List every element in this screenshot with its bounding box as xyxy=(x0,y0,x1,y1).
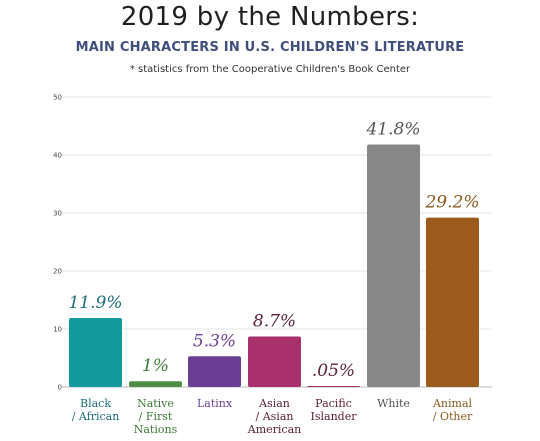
source-note: * statistics from the Cooperative Childr… xyxy=(129,64,411,75)
y-tick-label: 40 xyxy=(53,152,62,160)
bar xyxy=(248,336,301,387)
category-label: / First xyxy=(139,410,173,423)
category-label: Latinx xyxy=(197,397,233,410)
data-label: 41.8% xyxy=(365,120,420,140)
bar xyxy=(307,386,360,387)
category-label: Native xyxy=(137,397,174,410)
category-label: / African xyxy=(72,410,120,423)
category-label: Asian xyxy=(258,397,290,410)
category-label: Black xyxy=(80,397,111,410)
data-label: 1% xyxy=(142,356,169,376)
bar xyxy=(426,217,479,387)
category-label: Nations xyxy=(134,423,178,436)
y-tick-label: 0 xyxy=(58,384,62,392)
y-tick-label: 50 xyxy=(53,94,62,102)
chart-title: 2019 by the Numbers: xyxy=(120,2,420,32)
bar xyxy=(129,381,182,387)
data-label: 8.7% xyxy=(253,312,296,332)
category-label: Islander xyxy=(311,410,358,423)
y-tick-label: 10 xyxy=(53,326,62,334)
category-label: / Asian xyxy=(256,410,294,423)
chart-subtitle: MAIN CHARACTERS IN U.S. CHILDREN'S LITER… xyxy=(75,40,465,55)
bar xyxy=(69,317,122,387)
category-label: / Other xyxy=(433,410,473,423)
y-tick-label: 30 xyxy=(53,210,62,218)
bar xyxy=(188,356,241,387)
category-label: Animal xyxy=(432,397,473,410)
category-label: American xyxy=(247,423,301,436)
bar xyxy=(367,144,420,387)
category-label: Pacific xyxy=(315,397,352,410)
data-label: 11.9% xyxy=(68,293,122,313)
data-label: .05% xyxy=(312,361,355,381)
data-label: 5.3% xyxy=(193,331,236,351)
data-label: 29.2% xyxy=(424,193,479,213)
y-tick-label: 20 xyxy=(53,268,62,276)
category-label: White xyxy=(377,397,410,410)
